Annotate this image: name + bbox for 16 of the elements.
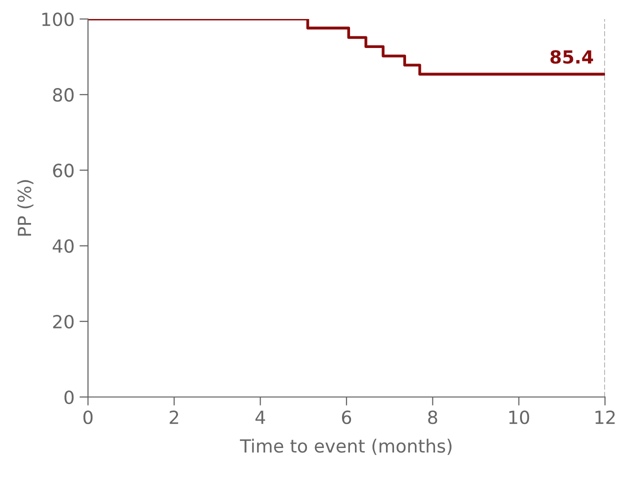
y-tick-label: 40 (52, 239, 74, 253)
x-tick-label: 8 (428, 410, 438, 424)
y-tick-label: 20 (53, 314, 74, 329)
y-tick-label: 80 (53, 88, 74, 102)
x-tick-label: 10 (509, 410, 530, 424)
y-tick-label: 0 (64, 390, 74, 404)
x-axis-title: Time to event (months) (240, 438, 452, 455)
x-tick-label: 0 (83, 410, 93, 424)
y-tick-label: 60 (53, 164, 74, 178)
annotation: 85.4 (550, 50, 594, 64)
x-tick-label: 2 (170, 410, 178, 424)
x-tick-label: 4 (255, 410, 266, 424)
y-tick-label: 100 (42, 12, 74, 26)
y-axis-title: PP (%) (17, 180, 34, 236)
x-tick-label: 6 (342, 410, 352, 424)
x-tick-label: 12 (595, 410, 615, 424)
